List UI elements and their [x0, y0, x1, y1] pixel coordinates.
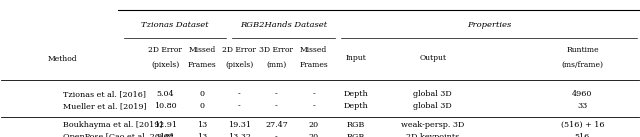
Text: 19.31: 19.31: [228, 121, 251, 129]
Text: 2D keypoints: 2D keypoints: [406, 133, 460, 137]
Text: 516: 516: [575, 133, 590, 137]
Text: Missed: Missed: [300, 46, 327, 54]
Text: Properties: Properties: [467, 21, 511, 29]
Text: -: -: [275, 133, 278, 137]
Text: 20: 20: [308, 133, 319, 137]
Text: 3D Error: 3D Error: [259, 46, 294, 54]
Text: OpenPose [Cao et al. 2018]: OpenPose [Cao et al. 2018]: [63, 133, 173, 137]
Text: Depth: Depth: [344, 90, 368, 98]
Text: 13: 13: [197, 133, 207, 137]
Text: 13: 13: [197, 121, 207, 129]
Text: -: -: [275, 90, 278, 98]
Text: RGB2Hands Dataset: RGB2Hands Dataset: [240, 21, 327, 29]
Text: 2D Error: 2D Error: [223, 46, 256, 54]
Text: Method: Method: [48, 55, 77, 63]
Text: (ms/frame): (ms/frame): [561, 61, 604, 69]
Text: Depth: Depth: [344, 102, 368, 110]
Text: 5.04: 5.04: [156, 90, 174, 98]
Text: 27.47: 27.47: [265, 121, 288, 129]
Text: 4960: 4960: [572, 90, 593, 98]
Text: Mueller et al. [2019]: Mueller et al. [2019]: [63, 102, 147, 110]
Text: Frames: Frames: [188, 61, 216, 69]
Text: (pixels): (pixels): [225, 61, 253, 69]
Text: Output: Output: [419, 54, 446, 62]
Text: -: -: [238, 102, 241, 110]
Text: Boukhayma et al. [2019]: Boukhayma et al. [2019]: [63, 121, 162, 129]
Text: -: -: [312, 102, 315, 110]
Text: 10.80: 10.80: [154, 102, 177, 110]
Text: RGB: RGB: [347, 133, 365, 137]
Text: (516) + 16: (516) + 16: [561, 121, 604, 129]
Text: 20: 20: [308, 121, 319, 129]
Text: weak-persp. 3D: weak-persp. 3D: [401, 121, 465, 129]
Text: Input: Input: [346, 54, 366, 62]
Text: 33: 33: [577, 102, 588, 110]
Text: 13.32: 13.32: [228, 133, 251, 137]
Text: 12.91: 12.91: [154, 121, 177, 129]
Text: -: -: [312, 90, 315, 98]
Text: Runtime: Runtime: [566, 46, 598, 54]
Text: Tzionas Dataset: Tzionas Dataset: [141, 21, 209, 29]
Text: global 3D: global 3D: [413, 90, 452, 98]
Text: (mm): (mm): [266, 61, 287, 69]
Text: global 3D: global 3D: [413, 102, 452, 110]
Text: RGB: RGB: [347, 121, 365, 129]
Text: 0: 0: [200, 90, 205, 98]
Text: 0: 0: [200, 102, 205, 110]
Text: -: -: [275, 102, 278, 110]
Text: Tzionas et al. [2016]: Tzionas et al. [2016]: [63, 90, 146, 98]
Text: Frames: Frames: [300, 61, 328, 69]
Text: Missed: Missed: [189, 46, 216, 54]
Text: 9.68: 9.68: [156, 133, 174, 137]
Text: 2D Error: 2D Error: [148, 46, 182, 54]
Text: (pixels): (pixels): [151, 61, 179, 69]
Text: -: -: [238, 90, 241, 98]
